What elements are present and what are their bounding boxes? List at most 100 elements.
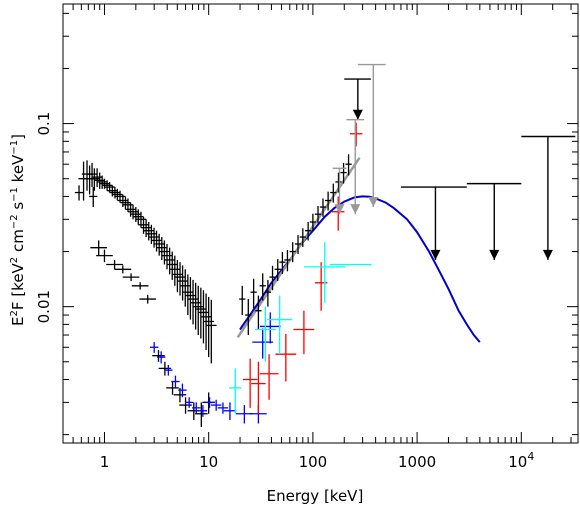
limit-arrow-head [542, 249, 553, 260]
data-point [96, 175, 108, 189]
data-point [74, 185, 84, 201]
limit-arrow-head [334, 204, 345, 215]
data-point [330, 183, 337, 203]
x-tick-label: 100 [299, 453, 328, 471]
data-point [174, 262, 186, 296]
data-point [150, 342, 159, 353]
data-point [267, 295, 293, 355]
data-point [284, 249, 291, 272]
data-point [335, 172, 342, 193]
data-point [349, 122, 363, 147]
data-point [172, 259, 183, 293]
data-point [259, 273, 266, 301]
x-axis-label: Energy [keV] [267, 487, 364, 505]
data-point [178, 383, 187, 398]
data-point [171, 375, 180, 388]
data-point [164, 247, 175, 275]
data-point [210, 399, 222, 411]
data-point [127, 204, 139, 220]
data-point [125, 202, 136, 217]
data-point [204, 397, 215, 408]
data-point [169, 255, 181, 286]
data-point [159, 240, 170, 265]
data-point [180, 269, 191, 307]
data-point [138, 216, 149, 234]
data-point [140, 219, 152, 238]
limit-arrow-head [350, 204, 361, 215]
data-point [251, 361, 266, 414]
data-point [120, 196, 131, 210]
limit-arrow-head [489, 249, 500, 260]
data-point [254, 306, 276, 362]
data-point [242, 358, 258, 408]
data-point [106, 259, 123, 270]
data-point [223, 402, 237, 421]
data-point [269, 265, 276, 291]
data-point [131, 282, 149, 290]
data-point [167, 251, 178, 280]
data-point [152, 349, 165, 362]
data-point [275, 333, 297, 382]
upper-limit [346, 119, 365, 215]
limit-arrow-head [368, 197, 379, 208]
data-point [279, 251, 286, 274]
data-point [164, 365, 173, 376]
upper-limit [466, 182, 522, 260]
data-point [274, 259, 281, 282]
axes-layer: 1 10 100 1000 104 0.01 0.1 [35, 3, 579, 471]
data-point [217, 402, 229, 414]
data-point [153, 233, 165, 256]
upper-limit [521, 135, 576, 260]
data-point [309, 213, 317, 232]
data-point [203, 296, 214, 358]
x-tick-label: 10 [199, 453, 218, 471]
y-axis-label: E2F [keV2 cm−2 s−1 keV−1] [9, 134, 27, 326]
data-point [177, 265, 188, 301]
data-point [122, 273, 140, 282]
data-point [96, 249, 113, 263]
data-point [345, 154, 352, 176]
data-point [185, 277, 196, 320]
data-point [156, 351, 166, 364]
data-point [250, 278, 257, 309]
data-point [303, 242, 346, 303]
data-point [192, 402, 201, 414]
data-point [255, 295, 262, 330]
data-point [314, 205, 322, 224]
data-point [259, 354, 279, 400]
data-point [331, 196, 345, 231]
upper-limit [344, 78, 371, 120]
y-tick-label: 0.01 [35, 290, 53, 323]
data-point [89, 168, 100, 191]
data-point [166, 381, 179, 395]
data-point [94, 172, 105, 189]
data-point [304, 222, 312, 241]
x-tick-label: 1 [100, 453, 110, 471]
limit-arrow-head [430, 249, 441, 260]
data-point [259, 312, 281, 344]
data-point [91, 168, 103, 188]
data-point [264, 279, 272, 307]
data-point [112, 188, 123, 201]
y-tick-label: 0.1 [35, 112, 53, 136]
data-point [198, 405, 208, 417]
data-point [340, 162, 347, 184]
data-point [229, 368, 242, 414]
data-point [289, 242, 296, 263]
data-point [206, 299, 217, 364]
data-point [239, 285, 246, 316]
data-point [139, 294, 157, 304]
data-point [114, 265, 132, 274]
chart-marks [74, 63, 576, 428]
data-point [324, 191, 332, 211]
data-point [195, 402, 208, 428]
data-point [319, 198, 327, 217]
data-point [193, 285, 204, 336]
upper-limit [357, 63, 386, 208]
data-point [182, 274, 194, 316]
data-point [293, 310, 315, 355]
data-point [245, 299, 252, 336]
upper-limit [332, 167, 347, 215]
data-point [294, 235, 302, 254]
